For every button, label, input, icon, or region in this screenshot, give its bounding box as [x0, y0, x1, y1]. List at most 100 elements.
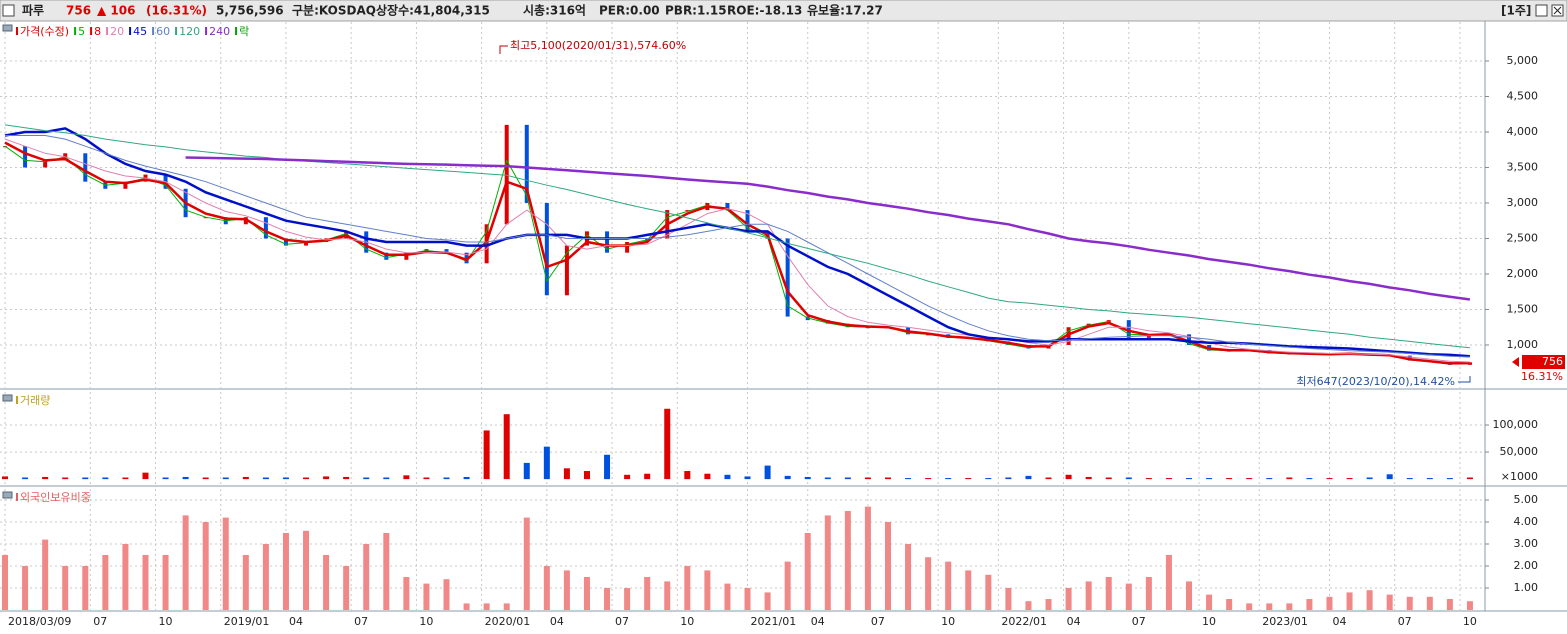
bar — [1025, 475, 1032, 480]
x-tick-label: 07 — [1398, 615, 1412, 628]
bar — [704, 473, 711, 480]
bar — [42, 476, 49, 480]
y-tick-label: 3,500 — [1507, 160, 1539, 173]
bar — [965, 478, 972, 480]
candle — [263, 217, 268, 239]
bar — [644, 473, 651, 480]
legend-label: 240 — [209, 25, 230, 38]
bar — [1246, 603, 1253, 610]
legend-swatch — [16, 396, 18, 404]
bar — [864, 506, 871, 610]
candle — [384, 252, 389, 260]
bar — [1125, 477, 1132, 480]
bar — [563, 468, 570, 480]
panel-icon — [2, 491, 13, 499]
period[interactable]: [1주] — [1501, 4, 1531, 18]
candle — [304, 242, 309, 246]
candle — [464, 252, 469, 264]
legend-swatch — [205, 27, 208, 35]
last-price-box — [1522, 355, 1565, 369]
bar — [1005, 588, 1012, 610]
bar — [1346, 592, 1353, 610]
bar — [1105, 477, 1112, 480]
x-tick-label: 04 — [1332, 615, 1346, 628]
legend-label: 60 — [156, 25, 170, 38]
bar — [463, 476, 470, 480]
legend-swatch — [152, 27, 155, 35]
y-tick-label: 4,500 — [1507, 89, 1539, 102]
x-tick-label: 2020/01 — [485, 615, 531, 628]
bar — [62, 566, 69, 610]
bar — [443, 579, 450, 610]
bar — [82, 566, 89, 610]
x-tick-label: 10 — [1202, 615, 1216, 628]
bar — [1005, 477, 1012, 480]
bar — [1386, 474, 1393, 480]
bar — [122, 477, 129, 480]
bar — [303, 477, 310, 480]
x-tick-label: 04 — [550, 615, 564, 628]
legend-label: 락 — [239, 25, 249, 38]
annotation-arrow — [499, 45, 508, 54]
x-tick-label: 2018/03/09 — [8, 615, 71, 628]
bar — [1145, 577, 1152, 610]
candle — [23, 146, 28, 168]
ma-line — [5, 135, 1470, 358]
candle — [1066, 327, 1071, 345]
bar — [483, 430, 490, 480]
shares: 상장수:41,804,315 — [376, 3, 490, 18]
legend-swatch — [129, 27, 132, 35]
candle — [404, 252, 409, 260]
unit-label: ×1000 — [1501, 470, 1538, 483]
bar — [1186, 581, 1193, 610]
roe: ROE:-18.13 — [727, 4, 802, 18]
bar — [1326, 478, 1333, 480]
ma-line — [4, 141, 1470, 365]
legend-swatch — [90, 27, 93, 35]
bar — [262, 477, 269, 480]
bar — [543, 446, 550, 480]
minimize-button[interactable] — [1535, 4, 1548, 17]
bar — [1165, 478, 1172, 480]
x-tick-label: 07 — [93, 615, 107, 628]
x-tick-label: 10 — [159, 615, 173, 628]
bar — [1466, 477, 1473, 480]
bar — [523, 517, 530, 610]
bar — [343, 476, 350, 480]
bar — [925, 478, 932, 480]
bar — [222, 517, 229, 610]
bar — [363, 544, 370, 610]
bar — [583, 471, 590, 480]
panel-icon — [2, 394, 13, 402]
candle — [685, 210, 690, 212]
bar — [162, 555, 169, 610]
bar — [1406, 596, 1413, 610]
bar — [824, 515, 831, 610]
bar — [242, 555, 249, 610]
ma-line — [4, 124, 1470, 349]
y-tick-label: 3,000 — [1507, 196, 1539, 209]
x-tick-label: 10 — [680, 615, 694, 628]
bar — [1045, 477, 1052, 480]
bar — [403, 475, 410, 480]
legend-swatch — [106, 27, 109, 35]
y-tick-label: 1.00 — [1514, 581, 1539, 594]
change: ▲ 106 — [97, 4, 135, 18]
bar — [724, 474, 731, 480]
bar — [804, 533, 811, 610]
bar — [1025, 601, 1032, 610]
bar — [383, 477, 390, 480]
bar — [222, 477, 229, 480]
bar — [1466, 601, 1473, 610]
checkbox[interactable] — [2, 4, 15, 17]
close-icon — [1553, 6, 1562, 15]
bar — [604, 454, 611, 480]
legend-label: 20 — [110, 25, 124, 38]
legend-swatch — [175, 27, 178, 35]
bar — [1246, 478, 1253, 480]
bar — [142, 472, 149, 480]
y-tick-label: 4.00 — [1514, 515, 1539, 528]
bar — [403, 577, 410, 610]
candle — [564, 245, 569, 296]
